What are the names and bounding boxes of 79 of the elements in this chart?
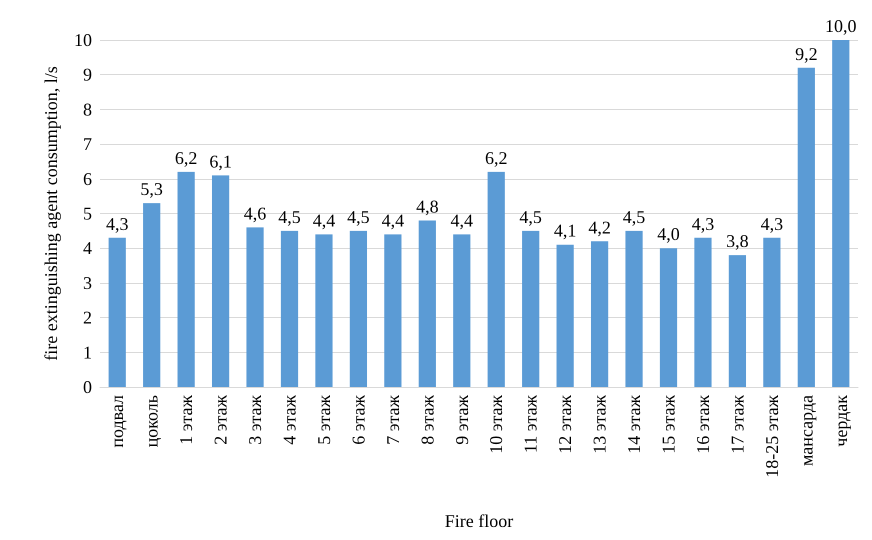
data-label: 4,1 <box>554 220 576 241</box>
data-label: 4,4 <box>450 210 474 230</box>
x-tick-label: 4 этаж <box>280 394 300 445</box>
x-tick-label: цоколь <box>142 395 162 448</box>
bar <box>280 230 298 387</box>
data-label: 4,0 <box>657 224 680 244</box>
data-label: 4,6 <box>244 203 266 224</box>
bar <box>522 230 540 387</box>
x-tick-label: подвал <box>107 394 128 448</box>
x-tick-label: 3 этаж <box>245 394 266 445</box>
data-label: 4,3 <box>106 214 128 234</box>
data-label: 6,2 <box>484 148 508 168</box>
data-label: 4,3 <box>692 214 714 234</box>
x-tick-label: 14 этаж <box>624 394 644 454</box>
x-tick-label: 2 этаж <box>210 394 231 445</box>
bar <box>453 234 470 387</box>
bar <box>315 234 333 387</box>
bar <box>212 175 230 387</box>
data-label: 10,0 <box>825 16 857 36</box>
bar <box>488 172 505 387</box>
data-label: 6,1 <box>209 151 232 172</box>
x-tick-label: 1 этаж <box>176 394 196 445</box>
x-tick-label: 9 этаж <box>452 394 472 445</box>
y-tick-label: 10 <box>74 30 92 50</box>
x-tick-label: 13 этаж <box>590 394 610 454</box>
data-label: 5,3 <box>140 179 163 200</box>
data-label: 4,5 <box>347 206 370 227</box>
y-tick-label: 0 <box>83 377 92 397</box>
bar <box>143 203 160 387</box>
y-tick-label: 5 <box>83 204 92 224</box>
data-label: 4,5 <box>519 206 542 227</box>
bar <box>728 255 746 387</box>
bar <box>625 230 643 387</box>
y-tick-label: 2 <box>83 308 92 328</box>
x-tick-label: 11 этаж <box>520 394 541 454</box>
bar <box>556 244 574 387</box>
x-tick-label: 7 этаж <box>382 394 403 445</box>
y-tick-label: 1 <box>83 342 92 362</box>
x-tick-label: 12 этаж <box>555 394 576 454</box>
data-label: 4,5 <box>278 206 301 227</box>
bar <box>590 241 608 387</box>
x-tick-label: мансарда <box>796 394 816 466</box>
bar <box>350 230 368 387</box>
bar <box>694 238 712 387</box>
y-tick-label: 9 <box>83 64 92 85</box>
y-axis-title: fire extinguishing agent consumption, l/s <box>41 66 61 361</box>
bar <box>660 248 678 387</box>
bar <box>798 68 815 387</box>
x-tick-label: чердак <box>830 394 851 447</box>
bar <box>384 234 402 387</box>
data-label: 4,3 <box>760 214 784 234</box>
data-label: 9,2 <box>795 44 818 64</box>
x-tick-label: 16 этаж <box>692 394 713 454</box>
data-label: 4,5 <box>622 206 646 227</box>
y-tick-label: 8 <box>83 99 92 120</box>
y-tick-label: 6 <box>83 168 92 189</box>
bar <box>178 172 195 387</box>
data-label: 4,2 <box>588 217 611 238</box>
data-label: 4,4 <box>312 210 336 230</box>
y-tick-label: 3 <box>83 272 92 293</box>
data-label: 6,2 <box>174 148 198 168</box>
x-tick-label: 6 этаж <box>348 394 368 445</box>
bar <box>763 238 780 387</box>
x-tick-label: 10 этаж <box>486 394 506 454</box>
data-label: 3,8 <box>726 231 749 252</box>
bar <box>108 238 126 387</box>
x-tick-label: 15 этаж <box>658 394 678 454</box>
y-tick-label: 4 <box>83 238 92 258</box>
x-tick-label: 18-25 этаж <box>762 394 782 478</box>
bar <box>832 40 850 387</box>
x-tick-label: 5 этаж <box>314 394 334 445</box>
x-tick-label: 8 этаж <box>417 394 438 445</box>
x-tick-label: 17 этаж <box>727 394 748 454</box>
y-tick-label: 7 <box>83 134 92 154</box>
bar <box>418 220 436 387</box>
x-axis-title: Fire floor <box>444 511 514 531</box>
data-label: 4,4 <box>382 210 404 230</box>
data-label: 4,8 <box>416 196 439 216</box>
bar <box>246 227 264 387</box>
